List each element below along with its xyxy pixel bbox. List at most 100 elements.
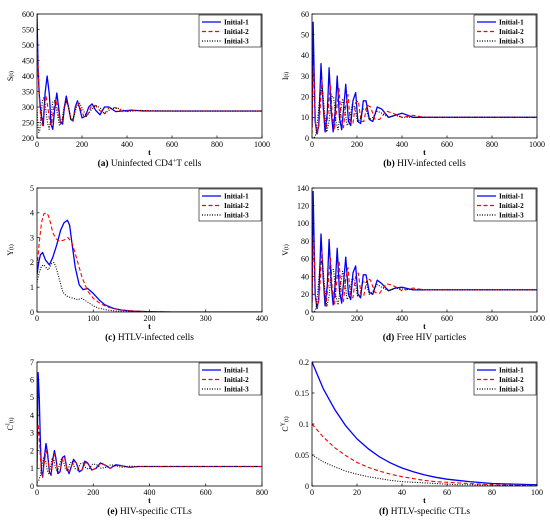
y-tick-label: 0.1	[299, 420, 309, 429]
x-tick-label: 40	[398, 488, 406, 497]
y-tick-label: 6	[30, 376, 34, 385]
x-tick-label: 400	[121, 140, 133, 149]
chart-svg-f: 0 20 40 60 80 100 0 0.05 0.1 0.15 0.2 t CY(t) Initial…	[281, 358, 544, 517]
legend-label: Initial-1	[224, 367, 249, 375]
y-tick-label: 0	[305, 134, 309, 143]
legend-label: Initial-3	[499, 212, 524, 220]
chart-svg-d: 0 200 400 600 800 1000 0 20 40 60 80 100 120 140 t V(t)…	[281, 184, 545, 343]
series-line-a-2	[37, 38, 262, 127]
x-axis-label: t	[148, 322, 151, 331]
series-line-d-3	[312, 260, 537, 312]
legend-label: Initial-3	[224, 38, 249, 46]
x-axis-label: t	[423, 496, 426, 505]
y-tick-label: 3	[30, 233, 34, 242]
y-tick-label: 3	[30, 429, 34, 438]
panel-c: 0 100 200 300 400 0 1 2 3 4 5 t Y(t) Initial-1 Initial…	[0, 174, 275, 348]
panel-caption: (e) HIV-specific CTLs	[107, 506, 192, 517]
legend-label: Initial-3	[224, 386, 249, 394]
y-tick-label: 0	[305, 308, 309, 317]
x-axis-label: t	[148, 148, 151, 157]
x-tick-label: 200	[351, 314, 363, 323]
legend-label: Initial-3	[499, 38, 524, 46]
y-axis-label: V(t)	[281, 244, 290, 255]
y-tick-label: 1	[30, 464, 34, 473]
x-tick-label: 800	[486, 140, 498, 149]
panel-b: 0 200 400 600 800 1000 0 10 20 30 40 50 60 t I(t) Initi…	[275, 0, 550, 174]
y-tick-label: 10	[301, 113, 309, 122]
series-line-b-2	[312, 65, 537, 135]
legend-label: Initial-2	[224, 28, 249, 36]
series-line-f-1	[312, 362, 537, 486]
legend-label: Initial-2	[499, 376, 524, 384]
x-tick-label: 0	[310, 140, 314, 149]
y-tick-label: 40	[301, 272, 309, 281]
y-tick-label: 600	[22, 10, 34, 19]
legend-label: Initial-1	[499, 193, 524, 201]
legend-label: Initial-2	[499, 202, 524, 210]
x-tick-label: 400	[144, 488, 156, 497]
y-axis-label: CI(t)	[6, 417, 16, 430]
x-tick-label: 400	[396, 314, 408, 323]
y-tick-label: 450	[22, 56, 34, 65]
x-tick-label: 600	[441, 140, 453, 149]
x-tick-label: 600	[166, 140, 178, 149]
legend-label: Initial-1	[224, 19, 249, 27]
y-tick-label: 2	[30, 446, 34, 455]
x-tick-label: 800	[486, 314, 498, 323]
x-tick-label: 600	[441, 314, 453, 323]
x-tick-label: 0	[310, 488, 314, 497]
x-tick-label: 100	[531, 488, 543, 497]
series-line-b-3	[312, 87, 537, 138]
y-tick-label: 100	[297, 219, 309, 228]
x-tick-label: 0	[35, 314, 39, 323]
x-tick-label: 300	[200, 314, 212, 323]
x-tick-label: 200	[351, 140, 363, 149]
y-tick-label: 0.2	[299, 358, 309, 367]
y-tick-label: 7	[30, 358, 34, 367]
x-tick-label: 80	[488, 488, 496, 497]
y-tick-label: 0	[30, 482, 34, 491]
panel-caption: (f) HTLV-specific CTLs	[379, 506, 470, 517]
series-line-c-2	[37, 212, 262, 312]
series-line-f-3	[312, 454, 537, 486]
x-tick-label: 800	[256, 488, 268, 497]
y-tick-label: 250	[22, 118, 34, 127]
y-tick-label: 80	[301, 237, 309, 246]
y-tick-label: 0	[30, 308, 34, 317]
legend-label: Initial-2	[499, 28, 524, 36]
x-tick-label: 1000	[529, 140, 545, 149]
x-tick-label: 200	[144, 314, 156, 323]
y-tick-label: 20	[301, 92, 309, 101]
x-tick-label: 600	[200, 488, 212, 497]
y-tick-label: 0.15	[295, 389, 309, 398]
y-tick-label: 30	[301, 72, 309, 81]
x-tick-label: 800	[211, 140, 223, 149]
y-tick-label: 300	[22, 103, 34, 112]
series-line-d-2	[312, 235, 537, 310]
legend-label: Initial-3	[224, 212, 249, 220]
x-tick-label: 100	[87, 314, 99, 323]
y-tick-label: 40	[301, 51, 309, 60]
y-tick-label: 5	[30, 393, 34, 402]
y-axis-label: CY(t)	[281, 416, 291, 431]
x-tick-label: 200	[76, 140, 88, 149]
y-tick-label: 4	[30, 209, 34, 218]
y-tick-label: 1	[30, 283, 34, 292]
legend-label: Initial-3	[499, 386, 524, 394]
y-tick-label: 50	[301, 30, 309, 39]
y-tick-label: 200	[22, 134, 34, 143]
plot-frame-d	[311, 187, 538, 313]
y-axis-label: Y(t)	[6, 244, 15, 255]
x-tick-label: 200	[87, 488, 99, 497]
legend-label: Initial-1	[224, 193, 249, 201]
chart-svg-b: 0 200 400 600 800 1000 0 10 20 30 40 50 60 t I(t) Initi…	[281, 10, 545, 169]
x-tick-label: 400	[256, 314, 268, 323]
y-tick-label: 20	[301, 290, 309, 299]
x-axis-label: t	[423, 148, 426, 157]
y-tick-label: 2	[30, 258, 34, 267]
